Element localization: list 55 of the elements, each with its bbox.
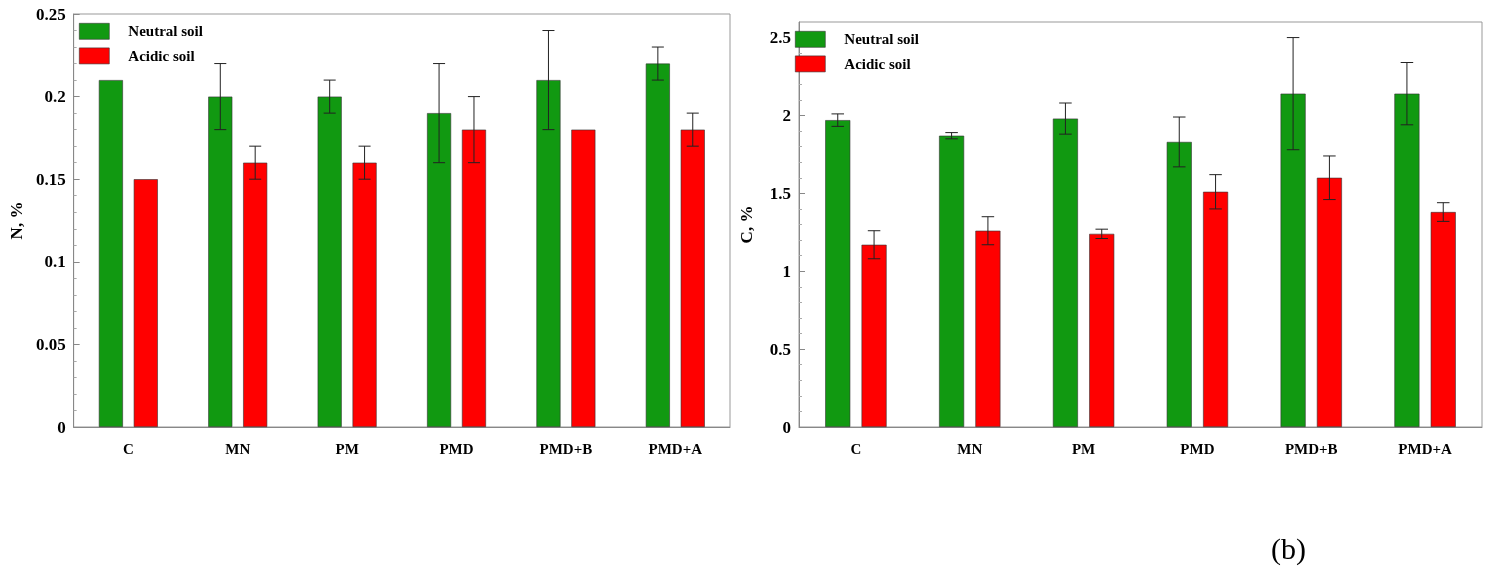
legend-label: Acidic soil [844, 55, 911, 72]
x-tick-label: MN [957, 440, 983, 457]
bar [861, 244, 887, 427]
bar [98, 80, 123, 427]
x-tick-label: PMD [439, 440, 474, 457]
y-tick-label: 0.05 [35, 334, 66, 354]
x-tick-label: PMD+B [1284, 440, 1338, 457]
y-tick-label: 0.25 [35, 4, 66, 24]
x-tick-label: PMD+B [539, 440, 593, 457]
x-tick-label: PMD+A [1398, 440, 1453, 457]
y-tick-label: 0.2 [44, 87, 66, 107]
x-tick-label: C [122, 440, 134, 457]
bar [825, 120, 851, 427]
y-tick-label: 2 [782, 105, 791, 125]
bar [243, 162, 268, 427]
bar [317, 96, 342, 427]
x-tick-label: PMD [1180, 440, 1215, 457]
bar [645, 63, 670, 427]
bar [1394, 93, 1420, 427]
legend-label: Acidic soil [128, 47, 195, 64]
y-tick-label: 0.5 [769, 339, 791, 359]
x-tick-label: PMD+A [648, 440, 703, 457]
y-tick-label: 2.5 [769, 28, 791, 48]
bar [1280, 93, 1306, 427]
y-tick-label: 1.5 [769, 183, 791, 203]
y-tick-label: 1 [782, 261, 791, 281]
bar [1316, 177, 1342, 427]
bar [352, 162, 377, 427]
bar [975, 230, 1001, 427]
y-tick-label: 0.15 [35, 169, 66, 189]
legend-label: Neutral soil [844, 31, 919, 48]
bar [1052, 118, 1078, 427]
bar [208, 96, 233, 427]
bar [133, 179, 158, 427]
bar [1430, 212, 1456, 427]
y-axis-title: N, % [7, 201, 26, 240]
x-tick-label: PM [335, 440, 359, 457]
bar [461, 129, 486, 427]
y-tick-label: 0 [782, 417, 791, 437]
bar [571, 129, 596, 427]
bar [1166, 141, 1192, 427]
y-axis-title: C, % [737, 205, 756, 244]
bar [1203, 191, 1229, 427]
bar [939, 135, 965, 427]
x-tick-label: C [850, 440, 862, 457]
x-tick-label: MN [225, 440, 251, 457]
y-tick-label: 0.1 [44, 252, 66, 272]
bar [1089, 233, 1115, 427]
bar [427, 113, 452, 427]
x-tick-label: PM [1071, 440, 1096, 457]
text: (b) [1271, 531, 1306, 566]
bar [680, 129, 705, 427]
bar [536, 80, 561, 427]
y-tick-label: 0 [57, 417, 66, 437]
legend-label: Neutral soil [128, 23, 203, 40]
